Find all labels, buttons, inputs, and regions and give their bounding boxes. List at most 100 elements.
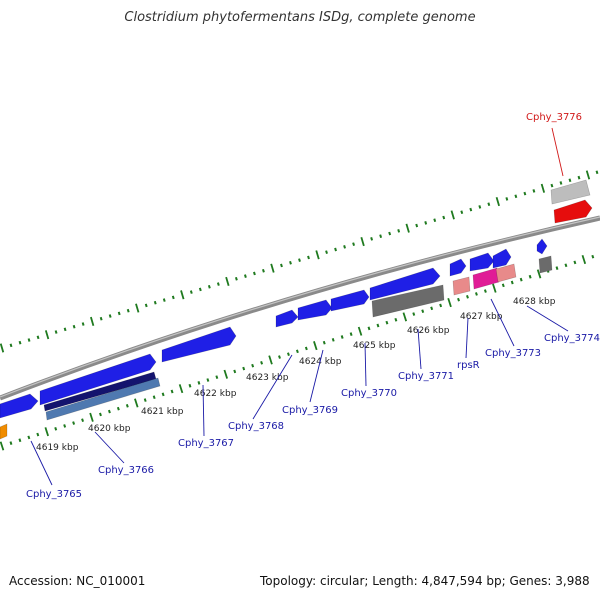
minor-tick (370, 237, 374, 241)
gene-arrow (0, 393, 39, 419)
minor-tick (234, 276, 238, 281)
minor-tick (442, 215, 446, 220)
kbp-label: 4620 kbp (88, 424, 131, 434)
kbp-label: 4626 kbp (407, 326, 450, 336)
gene-features[interactable] (0, 179, 593, 440)
minor-tick (126, 308, 130, 313)
gene-label[interactable]: Cphy_3773 (485, 348, 541, 359)
accession-text: Accession: NC_010001 (9, 574, 146, 588)
genome-summary-text: Topology: circular; Length: 4,847,594 bp… (260, 574, 590, 588)
minor-tick (162, 298, 166, 302)
minor-tick (397, 229, 401, 233)
label-leaders (30, 127, 569, 486)
genome-backbone (0, 215, 600, 401)
kbp-label: 4627 kbp (460, 312, 503, 322)
minor-tick (573, 260, 577, 265)
major-tick (540, 183, 546, 193)
gene-label[interactable]: Cphy_3774 (544, 333, 600, 344)
minor-tick (18, 438, 22, 443)
minor-tick (144, 303, 148, 308)
major-tick (225, 276, 230, 287)
map-title: Clostridium phytofermentans ISDg, comple… (124, 10, 476, 25)
minor-tick (528, 274, 532, 279)
label-leader (490, 298, 515, 347)
minor-tick (125, 404, 129, 408)
gene-labels[interactable]: Cphy_3765 Cphy_3766 Cphy_3767 Cphy_3768 Cphy… (26, 112, 600, 500)
gene-salmon (452, 276, 471, 296)
minor-tick (63, 424, 67, 428)
major-tick (536, 269, 542, 279)
major-tick (313, 341, 318, 351)
minor-tick (206, 378, 210, 382)
label-leader (94, 431, 125, 464)
minor-tick (483, 289, 487, 293)
minor-tick (532, 189, 536, 193)
minor-tick (412, 312, 416, 316)
minor-tick (72, 421, 76, 425)
minor-tick (54, 426, 58, 431)
minor-tick (388, 231, 392, 236)
minor-tick (262, 268, 265, 273)
label-leader (551, 127, 564, 177)
minor-tick (510, 280, 514, 285)
minor-tick (18, 340, 22, 345)
minor-tick (379, 234, 383, 239)
major-tick (357, 326, 363, 336)
minor-tick (298, 258, 301, 262)
gene-label[interactable]: Cphy_3767 (178, 438, 234, 449)
minor-tick (171, 295, 175, 300)
gene-red (553, 199, 593, 224)
major-tick (0, 441, 5, 451)
minor-tick (322, 340, 326, 345)
minor-tick (161, 392, 165, 397)
minor-tick (478, 205, 482, 209)
minor-tick (152, 395, 156, 400)
gene-label[interactable]: Cphy_3766 (98, 465, 154, 476)
minor-tick (197, 381, 201, 385)
minor-tick (215, 375, 219, 379)
gene-label[interactable]: rpsR (457, 360, 480, 371)
gene-arrow (297, 299, 333, 321)
gene-orange (0, 423, 8, 440)
major-tick (89, 412, 94, 422)
major-tick (315, 250, 320, 260)
minor-tick (116, 406, 120, 411)
minor-tick (352, 242, 356, 246)
major-tick (581, 254, 587, 265)
minor-tick (260, 360, 264, 365)
minor-tick (505, 197, 509, 201)
gene-label[interactable]: Cphy_3768 (228, 421, 284, 432)
minor-tick (243, 274, 247, 278)
minor-tick (555, 266, 559, 270)
minor-tick (421, 309, 425, 313)
minor-tick (415, 223, 419, 228)
minor-tick (385, 320, 389, 325)
gene-arrow (161, 326, 237, 363)
label-leader (202, 384, 205, 437)
major-tick (90, 316, 95, 326)
label-leader (526, 305, 569, 332)
gene-label[interactable]: Cphy_3769 (282, 405, 338, 416)
gene-label[interactable]: Cphy_3776 (526, 112, 582, 123)
backbone-highlight (0, 216, 600, 398)
gene-label[interactable]: Cphy_3765 (26, 489, 82, 500)
kbp-label: 4622 kbp (194, 389, 237, 399)
gene-arrow (449, 258, 467, 277)
gene-arrow (39, 353, 157, 406)
minor-tick (595, 170, 599, 175)
gene-label[interactable]: Cphy_3771 (398, 371, 454, 382)
minor-tick (474, 292, 478, 296)
gene-gray (371, 284, 445, 318)
minor-tick (188, 383, 192, 388)
minor-tick (430, 306, 434, 311)
minor-tick (469, 207, 473, 212)
gene-arrow (275, 309, 299, 328)
lower-dotted-track (0, 254, 595, 451)
minor-tick (295, 349, 299, 354)
minor-tick (304, 346, 308, 351)
gene-label[interactable]: Cphy_3770 (341, 388, 397, 399)
minor-tick (349, 332, 353, 336)
minor-tick (81, 418, 85, 423)
kbp-label: 4625 kbp (353, 341, 396, 351)
